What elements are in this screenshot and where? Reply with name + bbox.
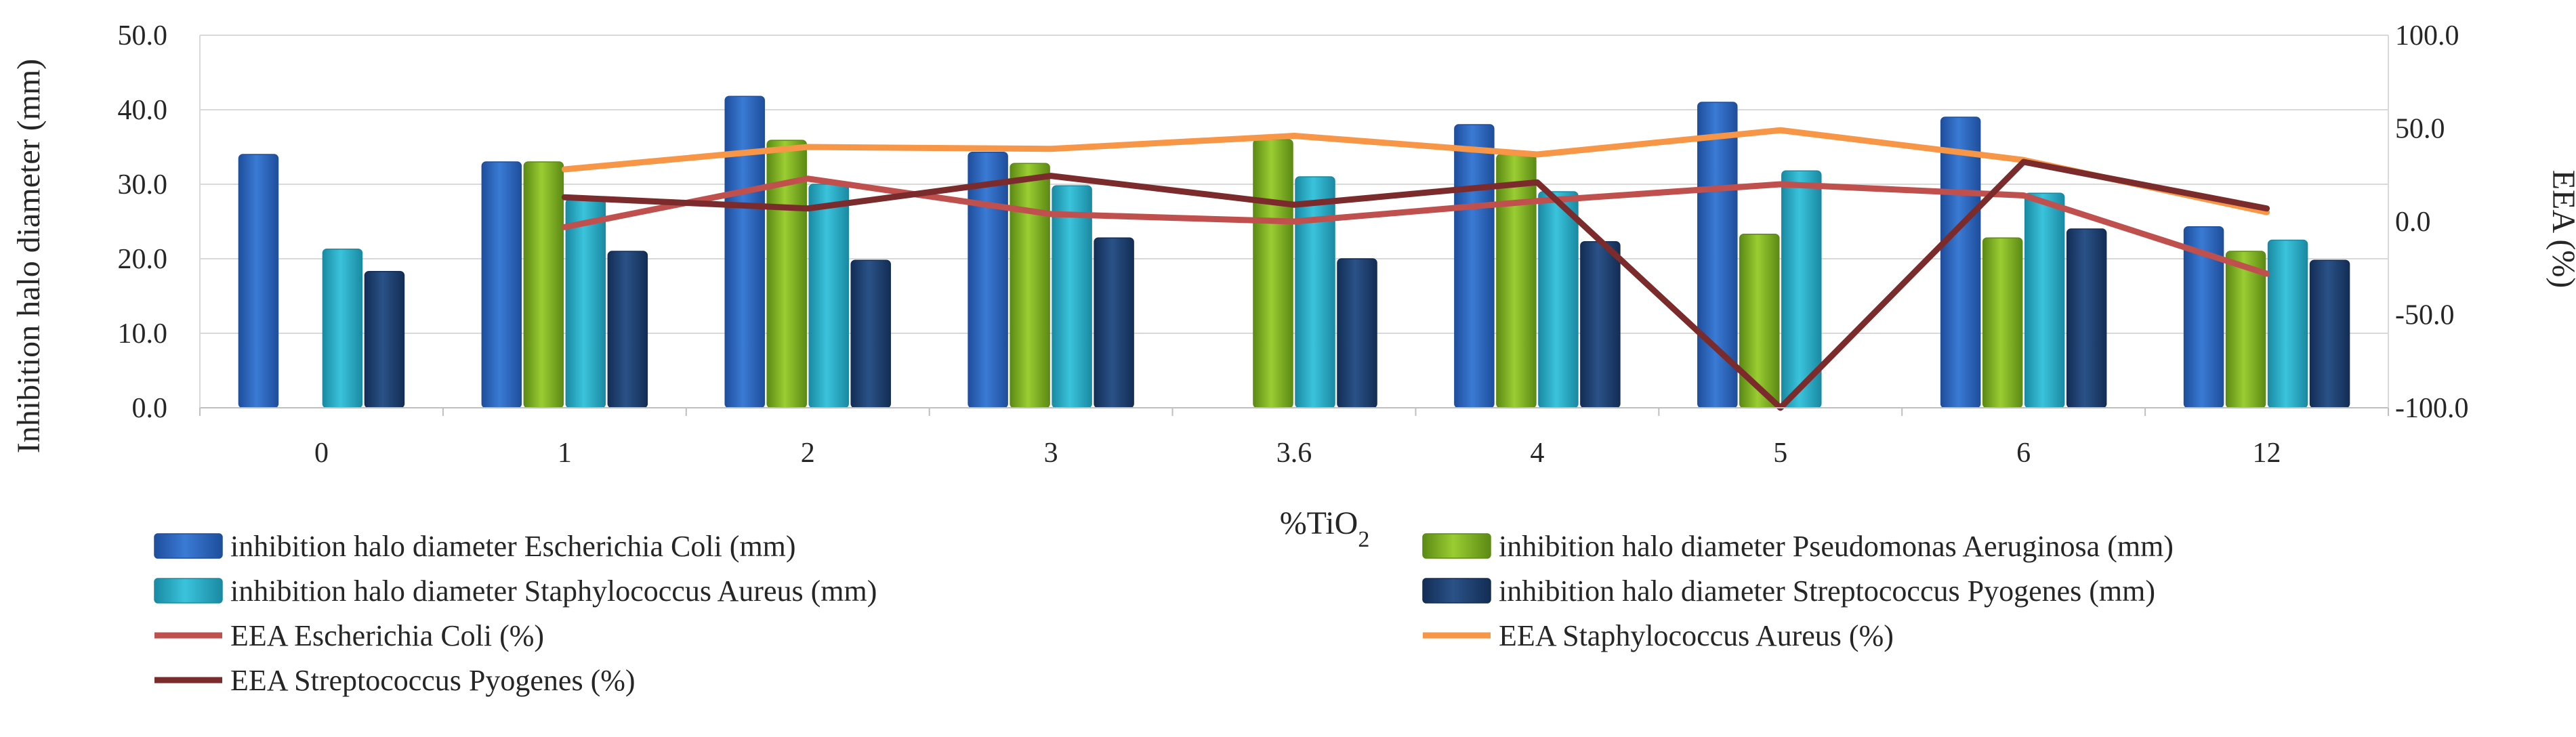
bar-4-6 [2066,228,2107,408]
bar-3-12 [2267,239,2308,408]
bar-1-0 [238,154,279,408]
y2-axis-title: EEA (%) [2546,170,2576,289]
bar-4-4 [1580,240,1621,408]
bar-3-4 [1538,191,1579,408]
legend-item: inhibition halo diameter Streptococcus P… [1422,574,2155,608]
y-tick-label: 30.0 [118,169,168,201]
bar-2-6 [1982,237,2023,408]
bar-3-3 [1052,185,1092,408]
legend-label: inhibition halo diameter Streptococcus P… [1499,574,2155,608]
x-axis-title-main: %TiO [1280,505,1358,541]
x-axis-title-subscript: 2 [1358,527,1369,552]
legend-swatch [154,533,223,559]
legend-item: inhibition halo diameter Pseudomonas Aer… [1422,530,2174,563]
x-tick-label: 0 [314,438,329,469]
legend-label: EEA Staphylococcus Aureus (%) [1499,619,1894,652]
legend-label: EEA Escherichia Coli (%) [230,619,544,652]
legend-item: EEA Streptococcus Pyogenes (%) [154,664,636,697]
bar-1-2 [724,96,765,408]
legend-swatch [1422,578,1491,604]
legend-item: EEA Staphylococcus Aureus (%) [1423,619,1894,652]
legend-label: inhibition halo diameter Staphylococcus … [230,574,877,608]
legend-swatch [154,578,223,604]
bar-4-1 [607,251,648,408]
y2-tick-label: 50.0 [2395,114,2445,145]
bar-2-3 [1010,163,1050,408]
axes: 0.0 10.0 20.0 30.0 40.0 50.0 -100.0 -50.0 0.0 50.… [118,20,2469,469]
x-axis-title: %TiO2 [1280,505,1370,552]
y-tick-label: 50.0 [118,20,168,51]
legend-label: inhibition halo diameter Escherichia Col… [230,530,796,563]
line-series-2 [561,127,2270,215]
x-tick-label: 6 [2016,438,2031,469]
legend-item: inhibition halo diameter Escherichia Col… [154,530,796,563]
y2-tick-label: -100.0 [2395,393,2469,424]
bar-2-3.6 [1253,139,1293,408]
legend: inhibition halo diameter Escherichia Col… [154,530,2174,697]
bar-3-2 [808,184,849,408]
bar-1-6 [1940,117,1981,408]
x-tick-label: 5 [1773,438,1787,469]
bar-2-12 [2225,251,2266,408]
bar-4-2 [850,259,891,408]
bar-4-3.6 [1337,258,1377,408]
y-tick-label: 20.0 [118,244,168,275]
bar-4-3 [1094,237,1134,408]
bar-1-4 [1454,124,1495,408]
bar-2-4 [1496,154,1537,408]
bar-3-0 [322,248,363,408]
bar-1-1 [481,161,522,408]
legend-label: EEA Streptococcus Pyogenes (%) [230,664,636,697]
x-tick-label: 3.6 [1276,438,1312,469]
line-series-3 [561,159,2270,411]
bar-4-0 [364,270,405,408]
bar-4-12 [2309,259,2350,408]
y-tick-label: 10.0 [118,318,168,350]
bar-2-5 [1739,233,1780,408]
bar-1-3 [968,151,1008,408]
y2-tick-label: 100.0 [2395,20,2459,51]
line-series-1 [561,175,2270,277]
y2-tick-label: 0.0 [2395,207,2431,238]
gridlines [200,35,2388,334]
bar-2-1 [523,161,564,408]
bar-3-1 [565,198,606,408]
bar-3-6 [2024,192,2065,408]
y-axis-title: Inhibition halo diameter (mm) [11,59,47,454]
x-tick-label: 1 [558,438,572,469]
legend-item: EEA Escherichia Coli (%) [154,619,544,652]
y-tick-label: 40.0 [118,95,168,126]
x-tick-label: 2 [801,438,815,469]
legend-label: inhibition halo diameter Pseudomonas Aer… [1499,530,2174,563]
bar-3-3.6 [1295,176,1335,408]
y2-tick-label: -50.0 [2395,300,2455,331]
bar-series-layer [238,96,2350,408]
legend-item: inhibition halo diameter Staphylococcus … [154,574,877,608]
y-tick-label: 0.0 [132,393,168,424]
x-tick-label: 4 [1530,438,1544,469]
x-tick-label: 3 [1044,438,1058,469]
legend-swatch [1422,533,1491,559]
x-tick-label: 12 [2253,438,2281,469]
line-series-layer [561,127,2270,411]
